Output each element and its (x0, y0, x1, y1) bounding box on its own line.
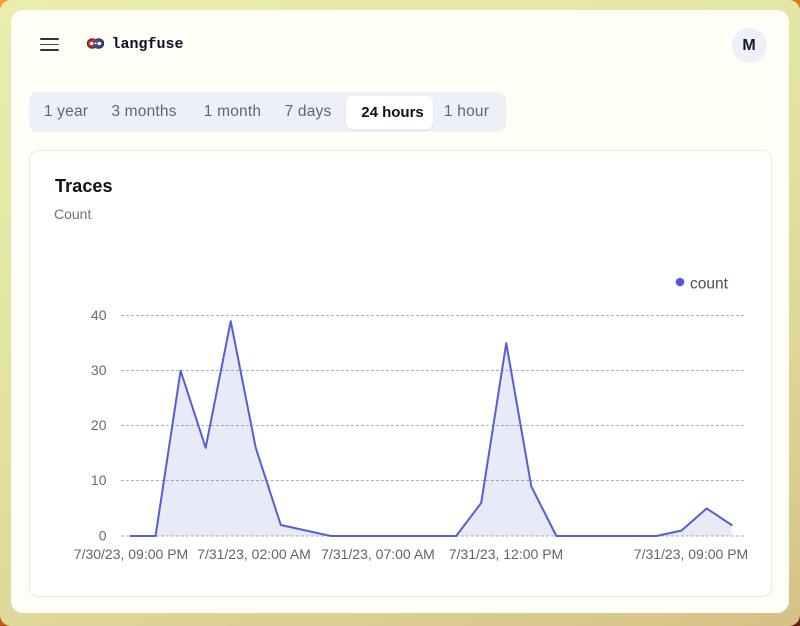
svg-text:7/31/23, 12:00 PM: 7/31/23, 12:00 PM (449, 546, 563, 562)
svg-text:20: 20 (91, 417, 107, 433)
svg-text:7/31/23, 07:00 AM: 7/31/23, 07:00 AM (321, 546, 435, 562)
svg-text:30: 30 (91, 362, 107, 378)
svg-text:count: count (690, 276, 729, 293)
svg-text:7/31/23, 02:00 AM: 7/31/23, 02:00 AM (197, 546, 311, 562)
svg-text:7/31/23, 09:00 PM: 7/31/23, 09:00 PM (634, 546, 748, 562)
svg-text:10: 10 (91, 472, 107, 488)
svg-text:40: 40 (91, 307, 107, 323)
svg-text:7/30/23, 09:00 PM: 7/30/23, 09:00 PM (74, 546, 188, 562)
svg-text:0: 0 (99, 528, 107, 544)
